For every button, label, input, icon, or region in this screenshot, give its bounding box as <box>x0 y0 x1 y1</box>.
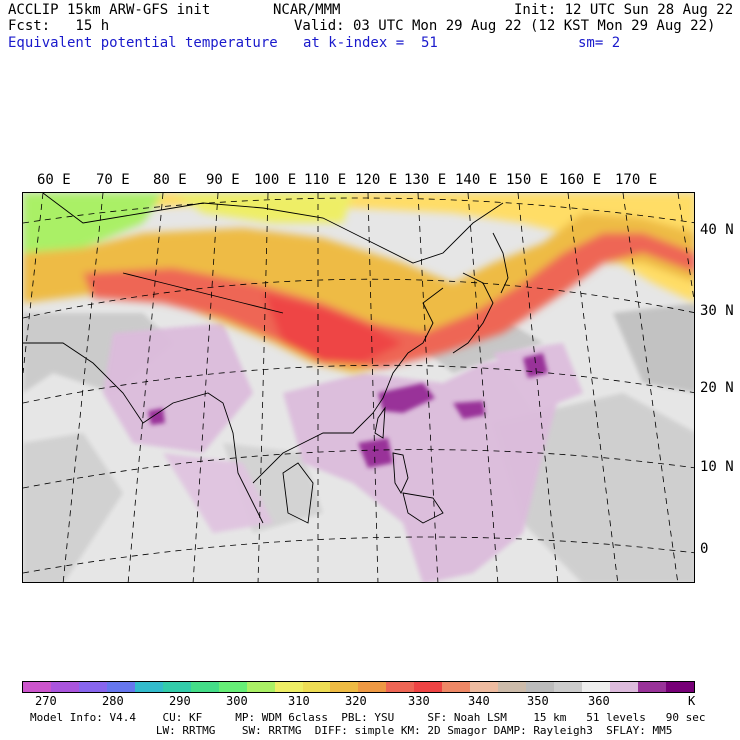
colorbar-swatch <box>442 682 471 692</box>
colorbar-tick-label: 350 <box>527 694 549 708</box>
lon-label: 160 E <box>559 172 602 188</box>
source-label: NCAR/MMM <box>273 2 341 18</box>
forecast-hour: Fcst: 15 h <box>8 18 110 34</box>
lon-label: 70 E <box>96 172 130 188</box>
colorbar-swatch <box>526 682 555 692</box>
model-title: ACCLIP 15km ARW-GFS init <box>8 2 211 18</box>
colorbar-swatch <box>78 682 107 692</box>
colorbar-swatch <box>414 682 443 692</box>
colorbar-swatch <box>106 682 135 692</box>
colorbar-swatch <box>498 682 527 692</box>
colorbar-swatch <box>302 682 331 692</box>
colorbar-swatch <box>274 682 303 692</box>
colorbar-swatch <box>470 682 499 692</box>
lat-label: 10 N <box>700 459 734 475</box>
colorbar-swatch <box>358 682 387 692</box>
colorbar-unit: K <box>688 694 696 708</box>
valid-time: Valid: 03 UTC Mon 29 Aug 22 (12 KST Mon … <box>294 18 716 34</box>
colorbar-tick-label: 330 <box>408 694 430 708</box>
lon-label: 110 E <box>304 172 347 188</box>
lon-label: 60 E <box>37 172 71 188</box>
colorbar-swatch <box>162 682 191 692</box>
lat-label: 40 N <box>700 222 734 238</box>
theta-e-field <box>23 193 694 582</box>
lon-label: 80 E <box>153 172 187 188</box>
colorbar-tick-label: 300 <box>226 694 248 708</box>
colorbar-tick-label: 290 <box>169 694 191 708</box>
colorbar-swatch <box>665 682 694 692</box>
field-name: Equivalent potential temperature <box>8 35 278 51</box>
colorbar-tick-label: 360 <box>588 694 610 708</box>
colorbar-tick-label: 320 <box>345 694 367 708</box>
colorbar-swatch <box>637 682 666 692</box>
colorbar-swatch <box>582 682 611 692</box>
colorbar-swatch <box>610 682 638 692</box>
colorbar <box>22 681 695 693</box>
colorbar-tick-label: 280 <box>102 694 124 708</box>
colorbar-swatch <box>50 682 79 692</box>
colorbar-swatch <box>246 682 275 692</box>
map-panel <box>22 192 695 583</box>
lon-label: 100 E <box>254 172 297 188</box>
model-info-line2: LW: RRTMG SW: RRTMG DIFF: simple KM: 2D … <box>30 724 673 737</box>
model-info-line1: Model Info: V4.4 CU: KF MP: WDM 6class P… <box>30 711 706 724</box>
colorbar-swatch <box>134 682 163 692</box>
lon-label: 120 E <box>355 172 398 188</box>
lat-label: 30 N <box>700 303 734 319</box>
colorbar-swatch <box>330 682 359 692</box>
colorbar-swatch <box>23 682 51 692</box>
colorbar-tick-label: 270 <box>35 694 57 708</box>
lon-label: 150 E <box>506 172 549 188</box>
colorbar-swatch <box>218 682 247 692</box>
lat-label: 0 <box>700 541 709 557</box>
k-index-label: at k-index = 51 <box>303 35 438 51</box>
lon-label: 170 E <box>615 172 658 188</box>
colorbar-swatch <box>190 682 219 692</box>
lat-label: 20 N <box>700 380 734 396</box>
colorbar-tick-label: 340 <box>468 694 490 708</box>
smoothing-label: sm= 2 <box>578 35 621 51</box>
colorbar-tick-label: 310 <box>288 694 310 708</box>
colorbar-swatch <box>386 682 415 692</box>
colorbar-swatch <box>554 682 583 692</box>
lon-label: 140 E <box>455 172 498 188</box>
init-time: Init: 12 UTC Sun 28 Aug 22 <box>514 2 734 18</box>
lon-label: 130 E <box>404 172 447 188</box>
lon-label: 90 E <box>206 172 240 188</box>
